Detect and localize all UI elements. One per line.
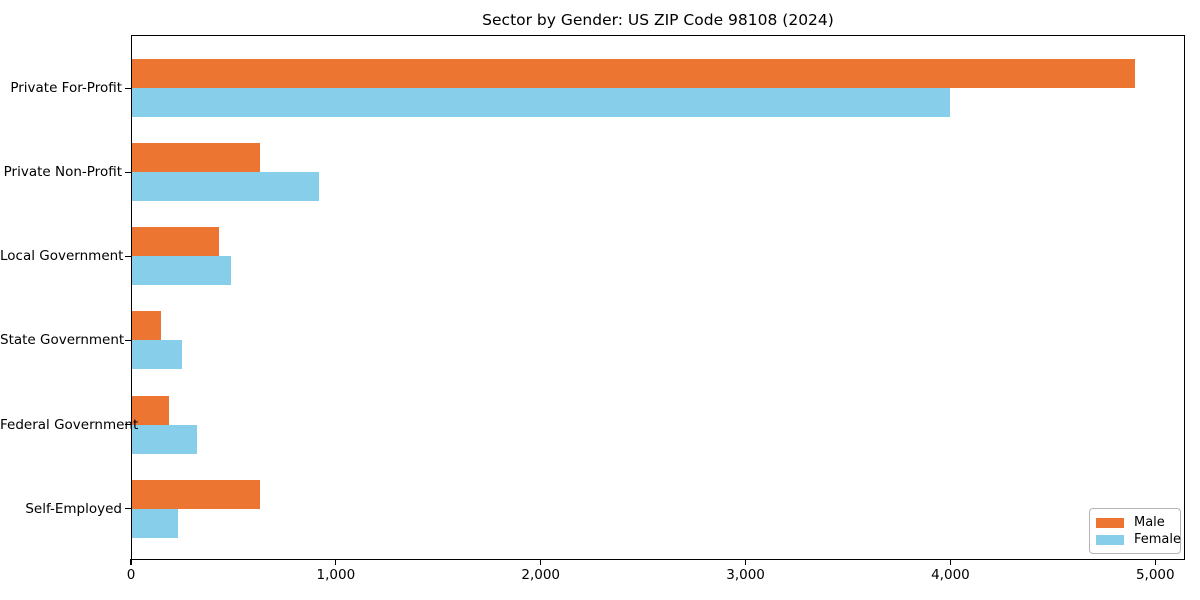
bar-male-1 [131, 143, 261, 173]
bar-female-4 [131, 424, 197, 454]
x-tick-label: 0 [126, 567, 136, 583]
bar-male-4 [131, 395, 169, 425]
y-tick-label: Self-Employed [25, 500, 122, 517]
y-tick [125, 507, 131, 510]
y-tick [125, 423, 131, 426]
x-tick [130, 559, 132, 565]
bar-female-2 [131, 256, 232, 286]
bar-male-2 [131, 227, 220, 257]
legend-swatch-male [1096, 517, 1124, 528]
y-tick-label: State Government [0, 332, 125, 349]
x-tick [744, 559, 747, 565]
bar-female-5 [131, 508, 179, 538]
chart-title: Sector by Gender: US ZIP Code 98108 (202… [482, 11, 834, 29]
legend-entry-female: Female [1096, 531, 1181, 548]
x-tick [1154, 559, 1156, 565]
legend-entry-male: Male [1096, 514, 1174, 531]
y-tick [125, 87, 131, 89]
y-tick [125, 171, 131, 173]
bar-male-3 [131, 311, 161, 341]
x-tick-label: 2,000 [521, 567, 561, 583]
y-tick-label: Local Government [0, 248, 124, 265]
x-tick [540, 559, 542, 565]
y-tick [125, 255, 131, 257]
y-tick-label: Private For-Profit [10, 80, 122, 97]
x-tick-label: 5,000 [1135, 567, 1175, 583]
y-tick-label: Federal Government [0, 416, 139, 433]
y-tick [125, 339, 131, 342]
plot-area [131, 35, 1185, 560]
y-tick-label: Private Non-Profit [3, 164, 122, 181]
x-tick-label: 3,000 [726, 567, 765, 583]
bar-female-1 [131, 172, 320, 202]
bar-male-5 [131, 479, 261, 509]
bar-female-3 [131, 340, 183, 370]
x-tick-label: 4,000 [931, 567, 970, 583]
legend-label-female: Female [1134, 532, 1182, 547]
bar-female-0 [131, 88, 951, 118]
legend-label-male: Male [1134, 515, 1165, 530]
bar-male-0 [131, 59, 1135, 89]
x-tick-label: 1,000 [316, 567, 356, 583]
legend: Male Female [1089, 508, 1181, 554]
x-tick [949, 559, 952, 565]
legend-swatch-female [1096, 534, 1124, 545]
x-tick [335, 559, 337, 565]
